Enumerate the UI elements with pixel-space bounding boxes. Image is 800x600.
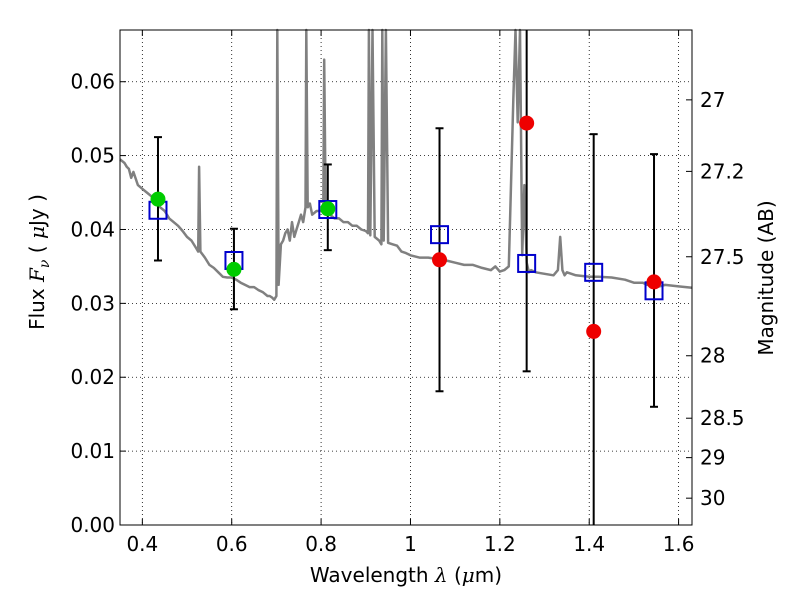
y-tick-label: 0.05 — [70, 144, 115, 168]
x-tick-label: 1.6 — [663, 532, 695, 556]
magnitude-tick-label: 27 — [700, 88, 725, 112]
y-tick-label: 0.01 — [70, 439, 115, 463]
data-markers — [148, 115, 664, 339]
plot-frame — [119, 29, 693, 526]
model-photometry-point — [430, 225, 450, 245]
magnitude-tick-label: 28.5 — [700, 406, 745, 430]
observed-photometry-point — [432, 252, 448, 268]
magnitude-tick-label: 27.5 — [700, 245, 745, 269]
y-tick-label: 0.03 — [70, 291, 115, 315]
magnitude-tick-label: 28 — [700, 344, 725, 368]
x-tick-label: 0.6 — [216, 532, 248, 556]
model-photometry-point — [584, 262, 604, 282]
observed-photometry-point — [150, 191, 166, 207]
observed-photometry-point — [519, 115, 535, 131]
model-spectrum — [119, 28, 693, 301]
y-tick-label: 0.06 — [70, 70, 115, 94]
y-tick-label: 0.02 — [70, 365, 115, 389]
x-tick-label: 0.8 — [305, 532, 337, 556]
magnitude-axis-label: Magnitude (AB) — [754, 200, 778, 355]
axis-ticks — [120, 30, 692, 526]
x-axis-label: Wavelength λ (μm) — [310, 563, 502, 587]
model-photometry-point — [517, 253, 537, 273]
grid — [120, 30, 692, 525]
x-tick-label: 1 — [404, 532, 417, 556]
x-tick-label: 0.4 — [126, 532, 158, 556]
spectrum-line — [119, 28, 693, 301]
x-tick-label: 1.2 — [484, 532, 516, 556]
magnitude-tick-label: 29 — [700, 446, 725, 470]
x-tick-label: 1.4 — [573, 532, 605, 556]
observed-photometry-point — [646, 274, 662, 290]
y-tick-label: 0.00 — [70, 513, 115, 537]
y-tick-label: 0.04 — [70, 217, 115, 241]
observed-photometry-point — [320, 201, 336, 217]
tick-labels: 0.4 0.6 0.8 1 1.2 1.4 1.6 0.00 0.01 0.02 0.03 0.04 0… — [70, 70, 744, 556]
observed-photometry-point — [586, 323, 602, 339]
magnitude-tick-label: 30 — [700, 486, 725, 510]
y-axis-label: Flux Fν ( μJy ) — [25, 194, 53, 330]
magnitude-tick-label: 27.2 — [700, 159, 745, 183]
model-photometry-point — [318, 200, 338, 220]
observed-photometry-point — [226, 261, 242, 277]
